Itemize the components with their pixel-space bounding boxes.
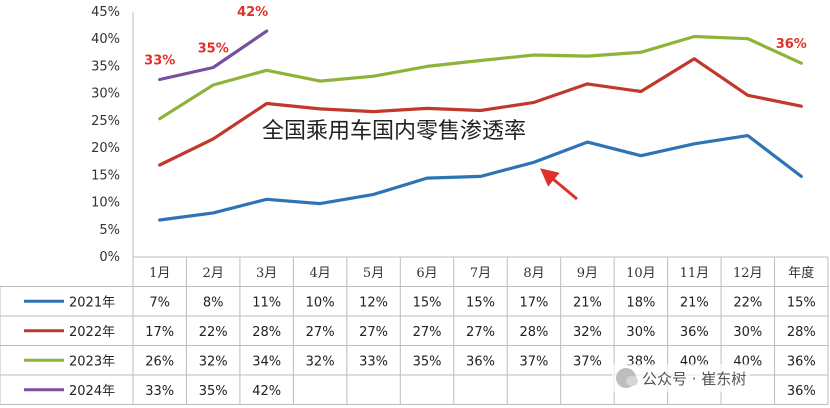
x-tick-label: 9月 (577, 266, 598, 281)
table-cell: 22% (199, 325, 228, 340)
x-tick-label: 11月 (680, 266, 710, 281)
y-tick-label: 20% (91, 141, 120, 156)
table-cell: 32% (573, 325, 602, 340)
table-cell: 32% (199, 354, 228, 369)
table-cell: 10% (306, 295, 335, 310)
data-label-annotation: 33% (144, 54, 175, 69)
legend-label: 2022年 (69, 325, 115, 340)
table-cell: 26% (145, 354, 174, 369)
y-tick-label: 15% (91, 168, 120, 183)
table-cell: 28% (787, 325, 816, 340)
y-tick-label: 40% (91, 32, 120, 47)
table-cell: 7% (149, 295, 170, 310)
watermark: 公众号 · 崔东树 (612, 364, 751, 392)
table-cell: 27% (306, 325, 335, 340)
y-tick-label: 25% (91, 114, 120, 129)
series-line-2022年 (158, 57, 803, 167)
table-cell: 17% (520, 295, 549, 310)
y-tick-label: 30% (91, 87, 120, 102)
table-cell: 15% (466, 295, 495, 310)
table-cell: 27% (413, 325, 442, 340)
y-tick-label: 35% (91, 59, 120, 74)
table-cell: 33% (359, 354, 388, 369)
y-tick-label: 0% (99, 250, 120, 265)
x-tick-label: 年度 (788, 265, 814, 281)
series-line-2021年 (158, 134, 803, 222)
x-tick-label: 5月 (363, 266, 384, 281)
x-tick-label: 10月 (626, 266, 656, 281)
watermark-text: 公众号 · 崔东树 (642, 369, 747, 388)
table-cell: 8% (203, 295, 224, 310)
table-cell: 33% (145, 384, 174, 399)
y-tick-label: 45% (91, 5, 120, 20)
table-cell: 27% (466, 325, 495, 340)
legend-label: 2024年 (69, 384, 115, 399)
table-cell: 21% (573, 295, 602, 310)
legend-label: 2021年 (69, 295, 115, 310)
series-line-2024年 (158, 29, 269, 82)
table-cell: 18% (626, 295, 655, 310)
table-cell: 12% (359, 295, 388, 310)
table-cell: 30% (733, 325, 762, 340)
table-cell: 17% (145, 325, 174, 340)
table-cell: 15% (787, 295, 816, 310)
x-tick-label: 4月 (309, 266, 330, 281)
x-tick-label: 6月 (416, 266, 437, 281)
table-cell: 27% (359, 325, 388, 340)
wechat-icon (616, 368, 638, 388)
x-tick-label: 1月 (149, 266, 170, 281)
table-cell: 36% (787, 384, 816, 399)
data-label-annotation: 35% (198, 42, 229, 57)
table-cell: 35% (413, 354, 442, 369)
x-tick-label: 7月 (470, 266, 491, 281)
table-cell: 28% (520, 325, 549, 340)
y-tick-label: 10% (91, 196, 120, 211)
data-label-annotation: 36% (776, 37, 807, 52)
annotation-arrow (540, 168, 578, 201)
legend-label: 2023年 (69, 354, 115, 369)
chart-title: 全国乘用车国内零售渗透率 (262, 119, 526, 144)
x-tick-label: 2月 (203, 266, 224, 281)
table-cell: 32% (306, 354, 335, 369)
table-cell: 36% (466, 354, 495, 369)
table-cell: 37% (520, 354, 549, 369)
x-tick-label: 12月 (733, 266, 763, 281)
table-cell: 42% (252, 384, 281, 399)
table-cell: 22% (733, 295, 762, 310)
y-tick-label: 5% (99, 223, 120, 238)
series-line-2023年 (158, 34, 803, 121)
table-cell: 37% (573, 354, 602, 369)
table-cell: 34% (252, 354, 281, 369)
table-cell: 21% (680, 295, 709, 310)
table-cell: 35% (199, 384, 228, 399)
table-cell: 30% (626, 325, 655, 340)
table-cell: 36% (680, 325, 709, 340)
table-cell: 28% (252, 325, 281, 340)
table-cell: 11% (252, 295, 281, 310)
x-tick-label: 8月 (523, 266, 544, 281)
data-label-annotation: 42% (237, 5, 268, 20)
table-cell: 36% (787, 354, 816, 369)
x-tick-label: 3月 (256, 266, 277, 281)
table-cell: 15% (413, 295, 442, 310)
